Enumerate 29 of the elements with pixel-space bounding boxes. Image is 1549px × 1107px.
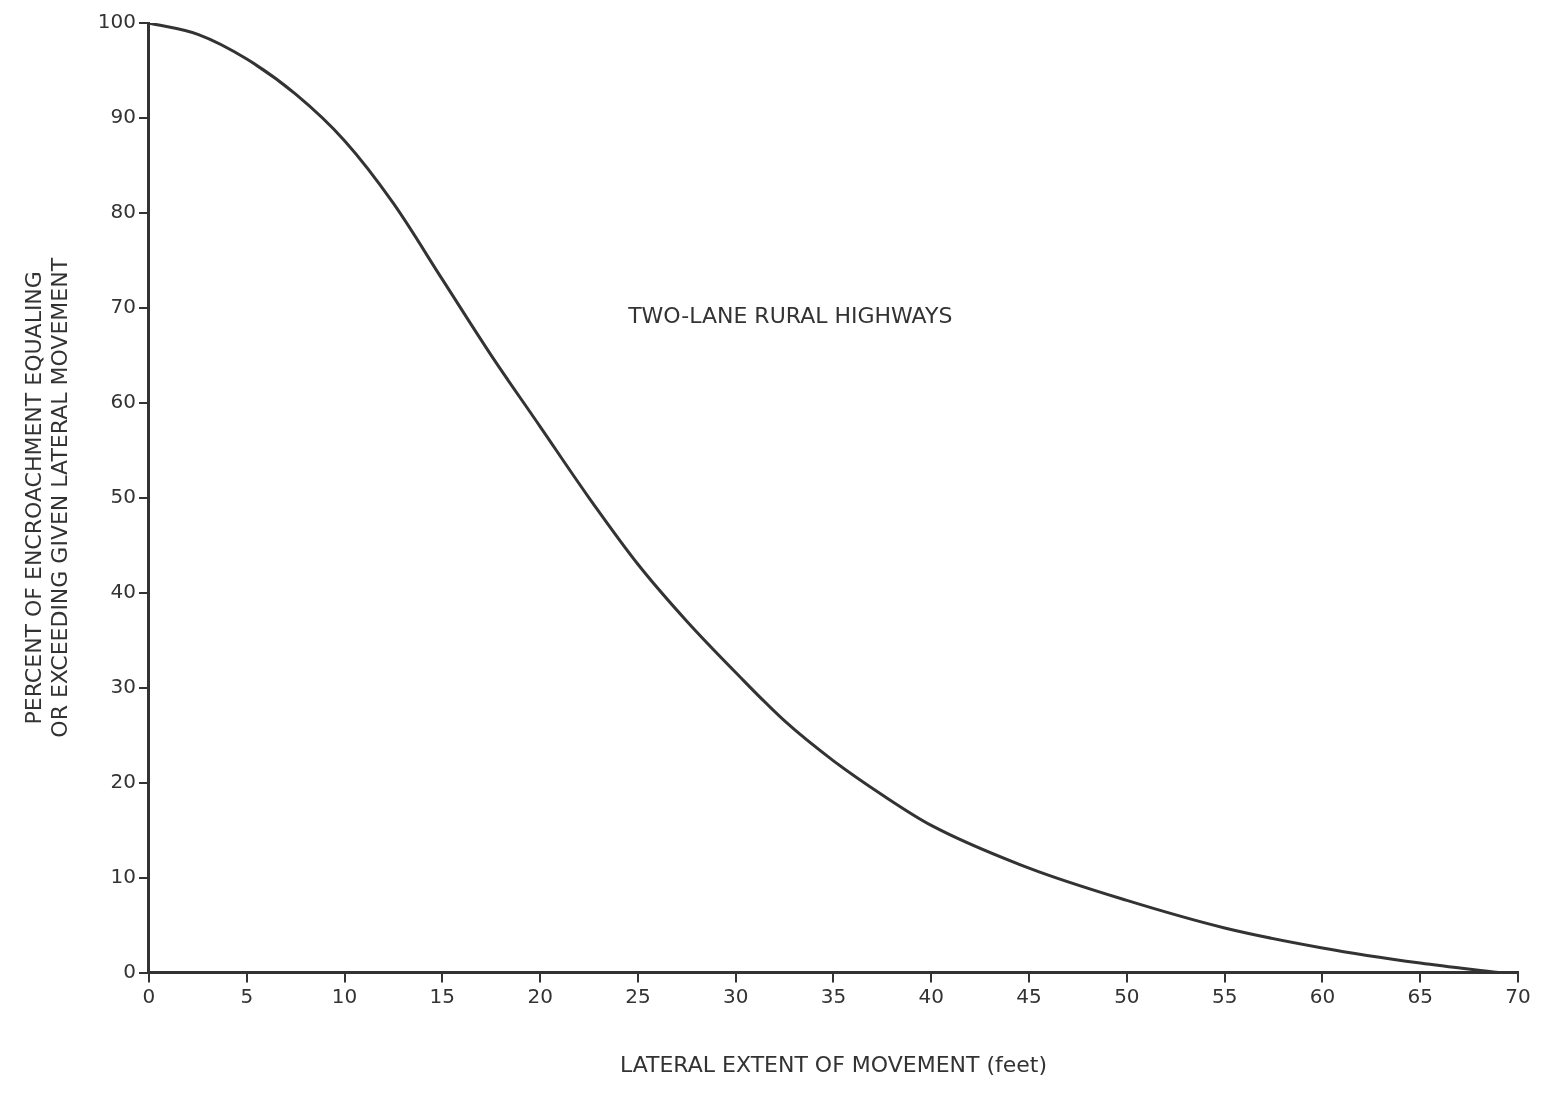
y-axis-title: PERCENT OF ENCROACHMENT EQUALING OR EXCEEDING GIVEN LATERAL MOVEMENT [20, 257, 73, 738]
x-tick-label: 45 [1016, 983, 1042, 1008]
y-tick-label: 10 [110, 863, 136, 888]
x-tick-label: 25 [625, 983, 651, 1008]
x-tick-label: 70 [1505, 983, 1531, 1008]
y-tick-label: 100 [97, 9, 136, 34]
x-tick-label: 10 [331, 983, 358, 1008]
x-tick-label: 20 [527, 983, 553, 1008]
x-tick-label: 65 [1407, 983, 1433, 1008]
y-tick-label: 40 [110, 578, 136, 603]
y-tick-label: 60 [110, 389, 136, 414]
x-tick-label: 50 [1114, 983, 1140, 1008]
x-tick-label: 35 [820, 983, 847, 1008]
x-tick-label: 5 [240, 983, 254, 1008]
y-tick-label: 50 [110, 484, 136, 508]
y-tick-label: 30 [110, 673, 136, 698]
x-tick-label: 15 [429, 983, 456, 1008]
x-tick-label: 0 [142, 983, 156, 1008]
annotation: TWO-LANE RURAL HIGHWAYS [627, 303, 953, 329]
y-tick-label: 90 [110, 104, 136, 129]
x-axis-title: LATERAL EXTENT OF MOVEMENT (feet) [619, 1051, 1048, 1077]
y-tick-label: 0 [123, 958, 136, 983]
x-tick-label: 60 [1309, 983, 1336, 1008]
y-tick-label: 70 [110, 294, 136, 319]
y-tick-label: 20 [110, 768, 136, 793]
x-tick-label: 55 [1211, 983, 1238, 1008]
x-tick-label: 30 [722, 983, 749, 1008]
x-tick-label: 40 [918, 983, 944, 1008]
y-tick-label: 80 [110, 199, 136, 224]
